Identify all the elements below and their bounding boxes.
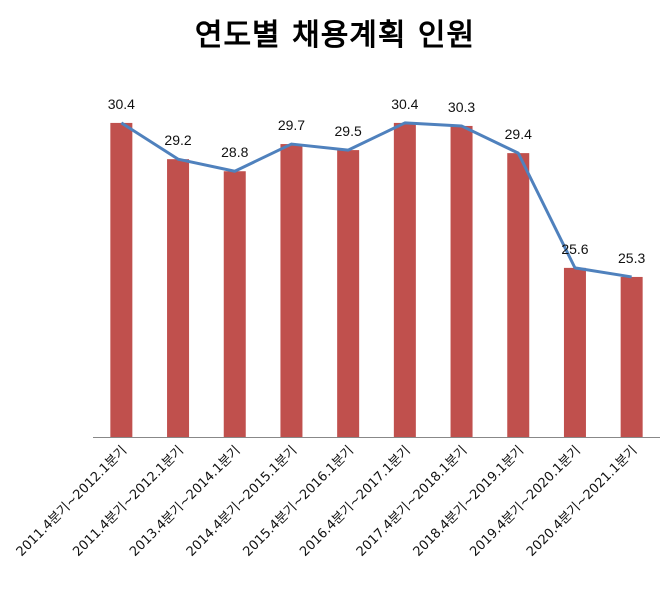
x-tick-label: 2013.4분기~2014.1분기 — [127, 443, 243, 559]
x-tick-label: 2017.4분기~2018.1분기 — [354, 443, 470, 559]
data-label: 28.8 — [221, 144, 248, 160]
x-tick-label: 2015.4분기~2016.1분기 — [241, 443, 357, 559]
data-label: 25.6 — [561, 241, 588, 257]
bar — [167, 159, 190, 437]
data-label: 29.5 — [335, 123, 362, 139]
x-tick-label: 2011.4분기~2012.1분기 — [70, 443, 186, 559]
data-label: 25.3 — [618, 250, 645, 266]
x-tick-label: 2016.4분기~2017.1분기 — [297, 443, 413, 559]
data-label: 30.4 — [391, 96, 418, 112]
bar — [280, 144, 303, 437]
data-label: 30.3 — [448, 99, 475, 115]
trend-line — [120, 121, 632, 279]
data-label: 29.2 — [164, 132, 191, 148]
bar — [337, 150, 360, 437]
bar — [450, 125, 473, 437]
bar — [507, 153, 530, 437]
x-tick-label: 2019.4분기~2020.1분기 — [467, 443, 583, 559]
data-label: 29.7 — [278, 117, 305, 133]
data-label: 30.4 — [108, 96, 135, 112]
bar — [223, 171, 246, 438]
bar — [620, 276, 643, 437]
bar — [393, 122, 416, 438]
x-tick-label: 2020.4분기~2021.1분기 — [524, 443, 640, 559]
bar — [110, 122, 133, 438]
x-tick-label: 2018.4분기~2019.1분기 — [411, 443, 527, 559]
bar — [563, 267, 586, 437]
x-tick-label: 2011.4분기~2012.1분기 — [14, 443, 130, 559]
chart-title: 연도별 채용계획 인원 — [194, 18, 476, 53]
x-tick-label: 2014.4분기~2015.1분기 — [184, 443, 300, 559]
data-label: 29.4 — [505, 126, 532, 142]
